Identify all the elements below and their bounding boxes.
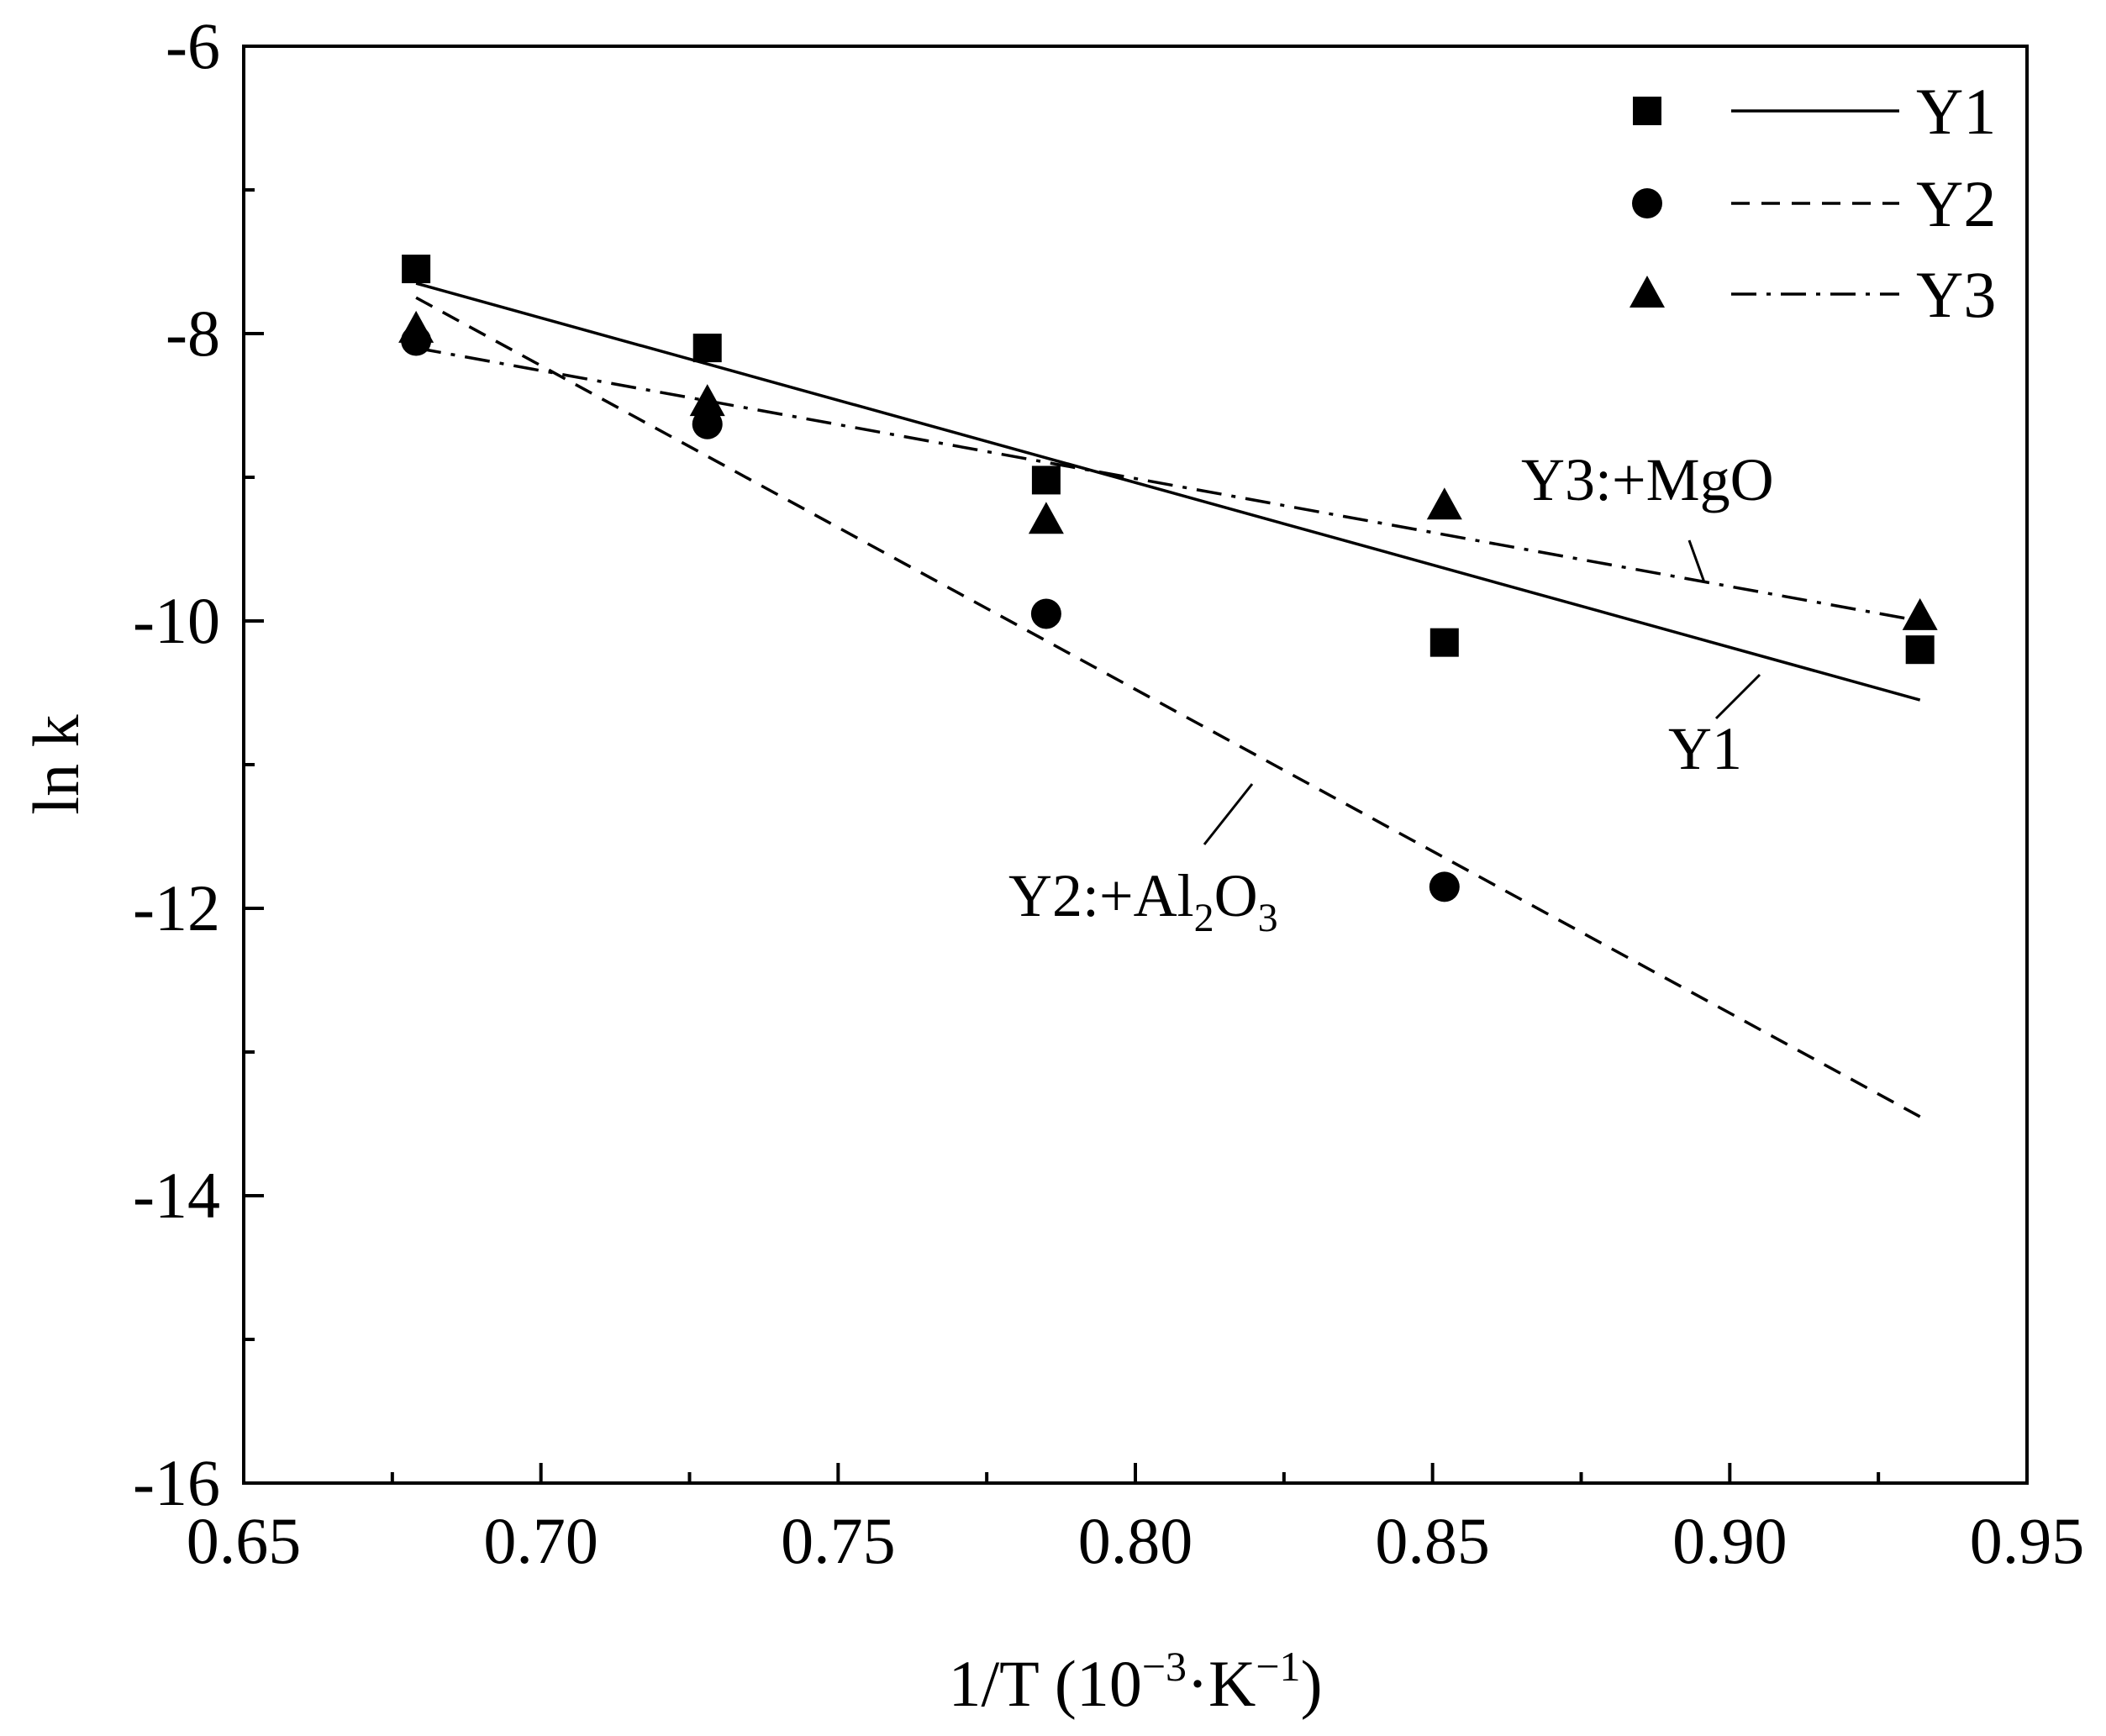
y-tick-label: -14 (133, 1159, 220, 1232)
legend-marker-y3 (1630, 276, 1665, 308)
y-tick-label: -10 (133, 584, 220, 657)
annotation-y2-mid: O (1214, 862, 1258, 929)
leader-y2 (1203, 783, 1254, 845)
fit-lines (415, 281, 1921, 1118)
plot-frame (242, 45, 2029, 1485)
annotation-y2-main: Y2:+Al (1008, 862, 1194, 929)
annotation-leaders (1203, 539, 1761, 845)
x-tick-label: 0.95 (1970, 1504, 2085, 1577)
fit-line-y1 (415, 281, 1921, 702)
x-axis-label: 1/T (10−3·K−1) (948, 1643, 1322, 1720)
point-y2 (1429, 871, 1460, 902)
y-tick-label: -6 (166, 9, 220, 82)
point-y3 (398, 310, 434, 343)
legend-marker-y2 (1632, 188, 1662, 218)
point-y3 (1426, 487, 1462, 520)
point-y1 (1031, 466, 1061, 495)
leader-y1 (1714, 673, 1761, 720)
annotation-y2-sub2: 3 (1258, 896, 1278, 940)
x-axis-label-sup1: −3 (1142, 1643, 1187, 1690)
point-y3 (1028, 502, 1064, 534)
axis-ticks: 0.65 0.70 0.75 0.80 0.85 0.90 0.95 -6 -8 -10 -12 -1… (133, 9, 2084, 1577)
x-axis-label-end: ) (1301, 1647, 1323, 1720)
point-y3 (1902, 597, 1938, 630)
y-axis-label: ln k (19, 714, 92, 814)
annotation-y2-sub1: 2 (1194, 896, 1214, 940)
legend-marker-y1 (1633, 97, 1661, 125)
y-tick-label: -16 (133, 1446, 220, 1519)
fit-line-y3 (415, 346, 1920, 623)
legend: Y1 Y2 Y3 (1630, 75, 1996, 331)
x-tick-label: 0.85 (1375, 1504, 1490, 1577)
x-tick-label: 0.90 (1672, 1504, 1787, 1577)
x-tick-label: 0.80 (1078, 1504, 1193, 1577)
y-tick-label: -12 (133, 871, 220, 944)
annotation-y3: Y3:+MgO (1521, 446, 1774, 513)
y-tick-label: -8 (166, 297, 220, 370)
legend-label-y2: Y2 (1916, 167, 1996, 240)
point-y1 (402, 255, 431, 284)
x-axis-label-mid: ·K (1187, 1647, 1256, 1720)
point-y2 (692, 408, 723, 439)
x-tick-label: 0.70 (483, 1504, 598, 1577)
legend-label-y1: Y1 (1916, 75, 1996, 148)
annotation-y2: Y2:+Al2O3 (1008, 862, 1278, 940)
x-axis-label-main: 1/T (10 (948, 1647, 1141, 1720)
point-y2 (1030, 598, 1061, 629)
x-axis-label-sup2: −1 (1256, 1643, 1300, 1690)
annotation-y1: Y1 (1668, 715, 1742, 782)
x-tick-label: 0.75 (781, 1504, 896, 1577)
legend-label-y3: Y3 (1916, 258, 1996, 331)
point-y1 (1429, 628, 1459, 657)
x-tick-label: 0.65 (187, 1504, 302, 1577)
point-y1 (692, 334, 722, 363)
point-y1 (1905, 635, 1935, 665)
point-y3 (689, 384, 725, 417)
data-points (398, 255, 1938, 902)
leader-y3 (1687, 539, 1706, 583)
fit-line-y2 (415, 296, 1921, 1118)
